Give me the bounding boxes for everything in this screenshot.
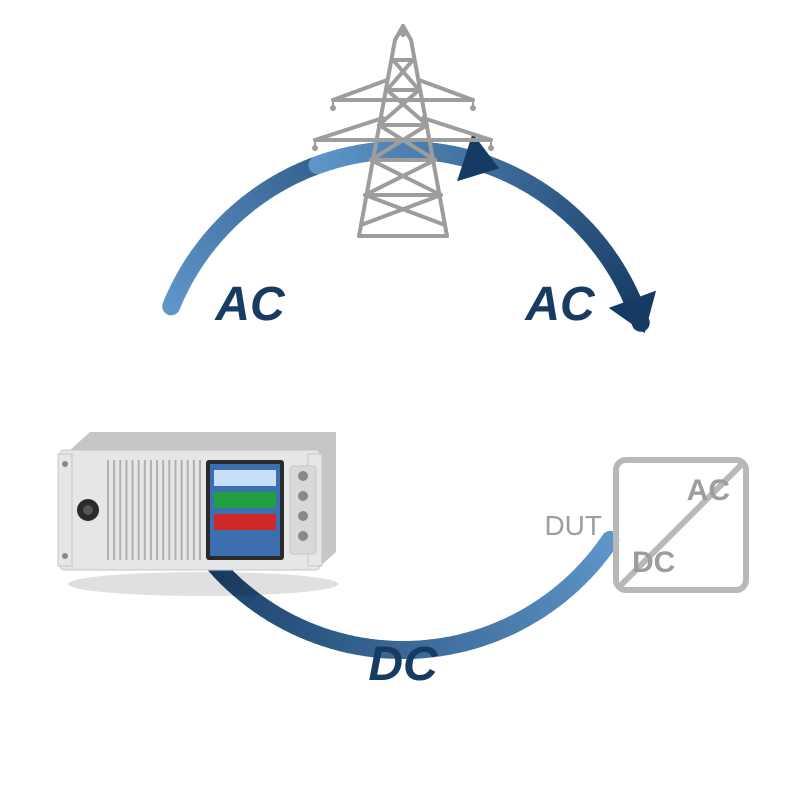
dut-dc-label: DC xyxy=(632,546,675,579)
dut-ac-label: AC xyxy=(687,474,730,507)
label-ac-right: AC xyxy=(524,278,596,331)
label-ac-left: AC xyxy=(214,278,286,331)
dut-caption: DUT xyxy=(544,510,602,541)
label-dc-bottom: DC xyxy=(368,638,439,691)
